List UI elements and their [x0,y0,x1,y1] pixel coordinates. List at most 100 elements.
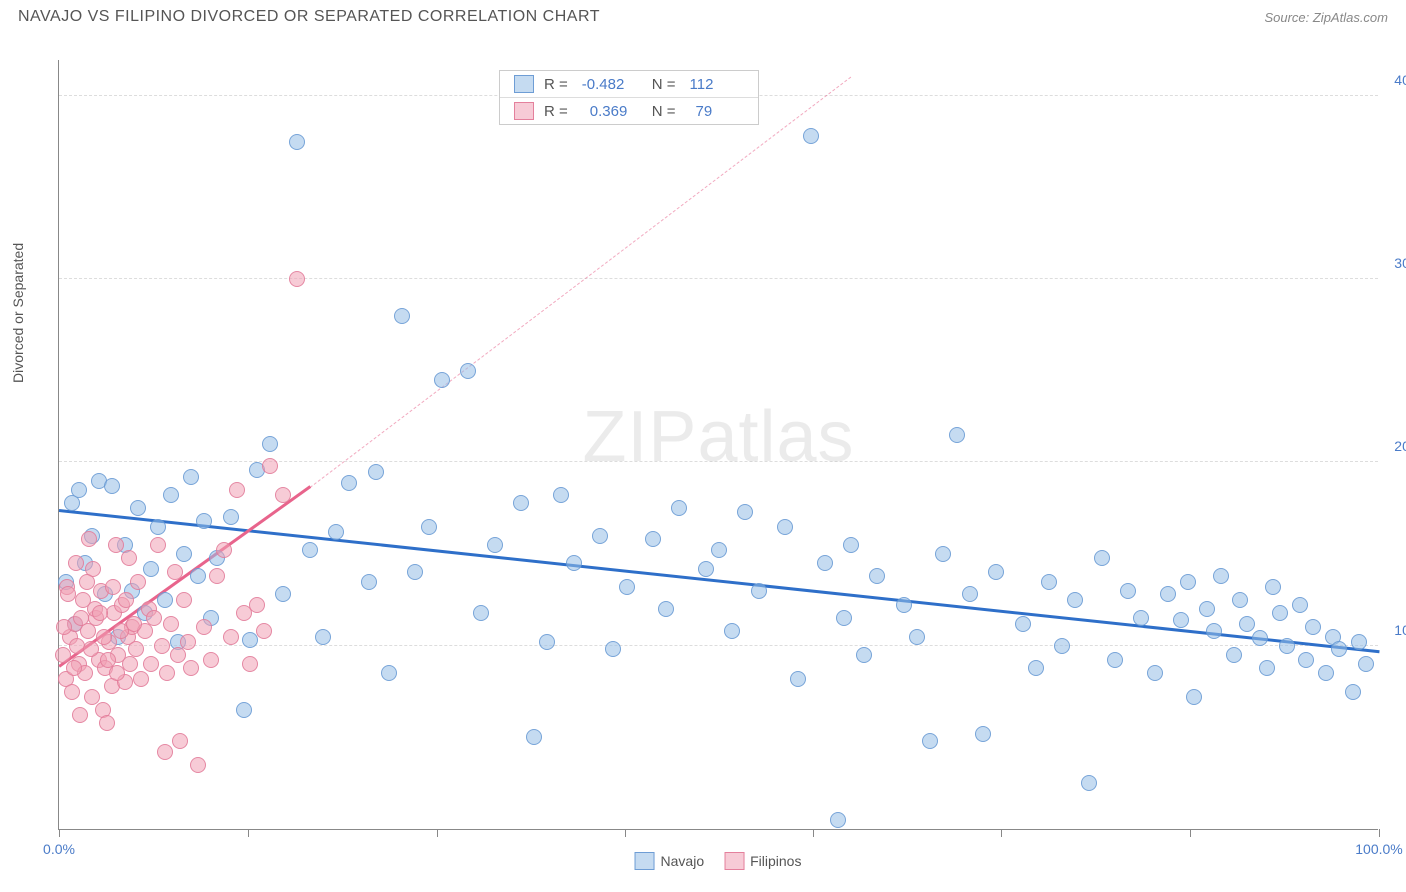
navajo-point [1147,665,1163,681]
filipino-point [216,542,232,558]
navajo-point [328,524,344,540]
navajo-point [150,519,166,535]
filipino-point [180,634,196,650]
legend-row-navajo: R = -0.482 N = 112 [500,71,758,98]
navajo-point [236,702,252,718]
filipino-point [242,656,258,672]
navajo-point [302,542,318,558]
navajo-point [1133,610,1149,626]
navajo-point [1107,652,1123,668]
navajo-point [1345,684,1361,700]
filipino-point [133,671,149,687]
navajo-point [513,495,529,511]
plot-area: ZIPatlas R = -0.482 N = 112 R = 0.369 N … [58,60,1378,830]
navajo-point [1305,619,1321,635]
filipino-point [157,744,173,760]
watermark-light: atlas [697,396,854,476]
filipino-point [196,619,212,635]
watermark: ZIPatlas [582,395,854,477]
navajo-point [896,597,912,613]
navajo-point [143,561,159,577]
filipino-point [108,537,124,553]
filipino-point [68,555,84,571]
navajo-point [737,504,753,520]
navajo-point [539,634,555,650]
source-attribution: Source: ZipAtlas.com [1264,10,1388,25]
y-tick-label: 20.0% [1394,438,1406,454]
filipino-point [146,610,162,626]
x-tick [1379,829,1380,837]
x-tick-label: 100.0% [1355,841,1402,857]
navajo-point [1259,660,1275,676]
navajo-point [1094,550,1110,566]
navajo-point [157,592,173,608]
navajo-point [1351,634,1367,650]
navajo-point [619,579,635,595]
x-tick [1190,829,1191,837]
navajo-point [1206,623,1222,639]
filipino-point [128,641,144,657]
navajo-point [922,733,938,749]
series-legend: NavajoFilipinos [635,852,802,870]
filipino-point [72,707,88,723]
filipino-point [190,757,206,773]
navajo-point [698,561,714,577]
filipino-n-value: 79 [690,103,744,120]
navajo-point [1186,689,1202,705]
navajo-point [407,564,423,580]
navajo-point [289,134,305,150]
navajo-point [163,487,179,503]
navajo-point [223,509,239,525]
filipino-point [159,665,175,681]
navajo-point [949,427,965,443]
filipino-point [229,482,245,498]
legend-label: Filipinos [750,853,801,869]
filipino-point [83,641,99,657]
navajo-point [592,528,608,544]
navajo-point [341,475,357,491]
legend-swatch-icon [635,852,655,870]
navajo-point [1015,616,1031,632]
navajo-point [1252,630,1268,646]
filipino-r-value: 0.369 [582,103,636,120]
filipino-point [172,733,188,749]
navajo-point [487,537,503,553]
filipino-point [209,568,225,584]
correlation-legend: R = -0.482 N = 112 R = 0.369 N = 79 [499,70,759,125]
filipino-point [121,550,137,566]
navajo-point [856,647,872,663]
navajo-point [368,464,384,480]
filipino-point [130,574,146,590]
filipino-point [262,458,278,474]
navajo-point [790,671,806,687]
navajo-point [1173,612,1189,628]
navajo-point [394,308,410,324]
regression-line [309,76,851,487]
navajo-point [711,542,727,558]
filipino-point [150,537,166,553]
filipino-point [81,531,97,547]
legend-row-filipino: R = 0.369 N = 79 [500,98,758,124]
navajo-point [526,729,542,745]
navajo-point [1067,592,1083,608]
filipino-point [105,579,121,595]
navajo-point [1199,601,1215,617]
chart-header: NAVAJO VS FILIPINO DIVORCED OR SEPARATED… [0,0,1406,34]
legend-swatch-icon [724,852,744,870]
navajo-point [843,537,859,553]
filipino-point [289,271,305,287]
filipino-point [60,586,76,602]
filipino-point [170,647,186,663]
navajo-point [176,546,192,562]
chart-title: NAVAJO VS FILIPINO DIVORCED OR SEPARATED… [18,8,600,26]
navajo-point [836,610,852,626]
navajo-point [460,363,476,379]
filipino-point [79,574,95,590]
navajo-point [803,128,819,144]
navajo-point [473,605,489,621]
filipino-point [183,660,199,676]
navajo-point [381,665,397,681]
navajo-point [817,555,833,571]
navajo-point [605,641,621,657]
filipino-point [66,660,82,676]
